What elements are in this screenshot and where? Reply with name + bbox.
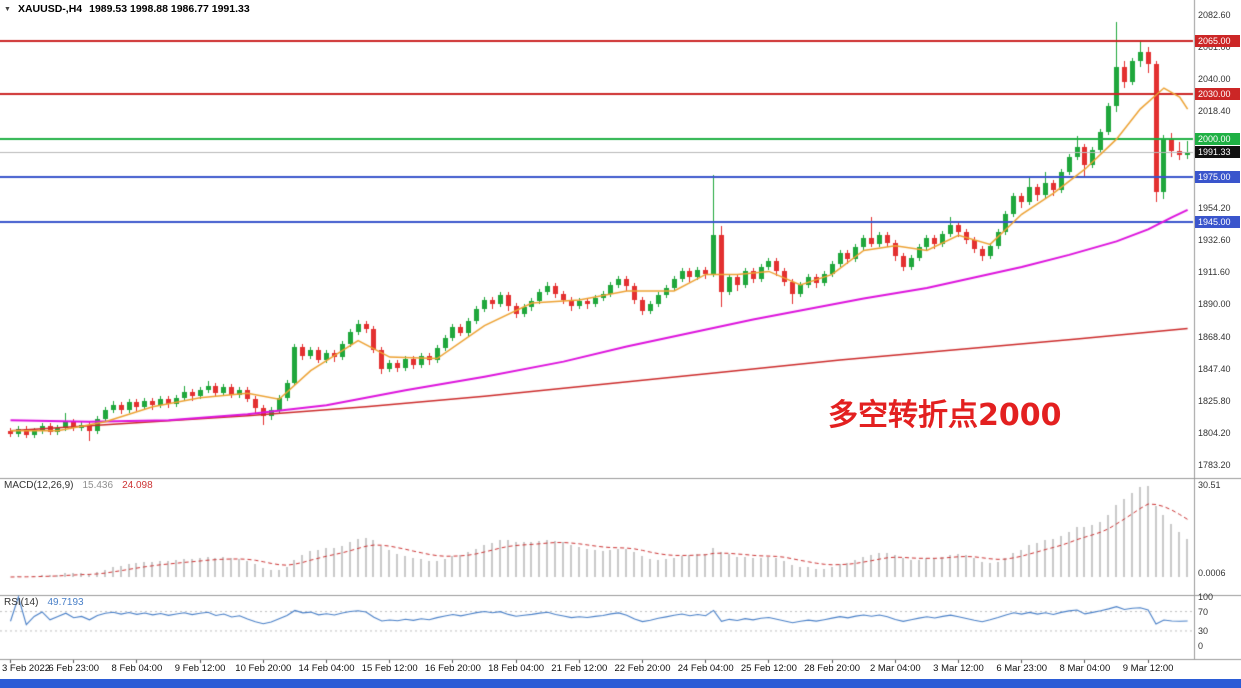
time-axis-label: 22 Feb 20:00 xyxy=(614,663,671,674)
price-axis-label: 1868.40 xyxy=(1198,332,1231,342)
price-axis-label: 1954.20 xyxy=(1198,203,1231,213)
price-line-badge: 1975.00 xyxy=(1195,171,1240,183)
chart-annotation[interactable]: 多空转折点2000 xyxy=(828,398,1062,433)
time-axis-label: 14 Feb 04:00 xyxy=(298,663,355,674)
macd-signal-value: 24.098 xyxy=(122,480,153,491)
time-axis-label: 18 Feb 04:00 xyxy=(488,663,545,674)
symbol-period-label: XAUUSD-,H4 xyxy=(17,3,83,15)
time-axis-label: 9 Mar 12:00 xyxy=(1122,663,1174,674)
macd-indicator-label: MACD(12,26,9) 15.436 24.098 xyxy=(4,480,153,491)
ohlc-values: 1989.53 1998.88 1986.77 1991.33 xyxy=(89,3,250,15)
time-axis-label: 2 Mar 04:00 xyxy=(869,663,921,674)
time-axis-label: 3 Feb 2022 xyxy=(2,663,51,674)
price-axis-label: 1847.40 xyxy=(1198,364,1231,374)
rsi-axis-label: 70 xyxy=(1198,607,1209,617)
price-line-badge: 2065.00 xyxy=(1195,35,1240,47)
time-axis-label: 24 Feb 04:00 xyxy=(677,663,734,674)
macd-axis-min: 0.0006 xyxy=(1198,568,1226,578)
time-axis-label: 8 Feb 04:00 xyxy=(111,663,163,674)
macd-axis-max: 30.51 xyxy=(1198,480,1221,490)
price-axis-label: 2082.60 xyxy=(1198,10,1231,20)
time-axis-label: 21 Feb 12:00 xyxy=(551,663,608,674)
macd-name: MACD(12,26,9) xyxy=(4,480,74,491)
time-axis-label: 8 Mar 04:00 xyxy=(1059,663,1111,674)
rsi-axis-label: 0 xyxy=(1198,641,1204,651)
time-axis-label: 9 Feb 12:00 xyxy=(174,663,226,674)
chart-header: ▼ XAUUSD-,H4 1989.53 1998.88 1986.77 199… xyxy=(4,3,250,15)
price-axis-label: 1932.60 xyxy=(1198,235,1231,245)
time-axis-label: 6 Feb 23:00 xyxy=(48,663,100,674)
rsi-value: 49.7193 xyxy=(47,597,84,608)
rsi-name: RSI(14) xyxy=(4,597,39,608)
price-axis-label: 1890.00 xyxy=(1198,299,1231,309)
price-axis-label: 2040.00 xyxy=(1198,74,1231,84)
price-axis-label: 2061.00 xyxy=(1198,42,1231,52)
price-line-badge: 2000.00 xyxy=(1195,133,1240,145)
price-axis-label: 2018.40 xyxy=(1198,106,1231,116)
price-axis-label: 1804.20 xyxy=(1198,428,1231,438)
time-axis-label: 10 Feb 20:00 xyxy=(235,663,292,674)
macd-main-value: 15.436 xyxy=(82,480,114,491)
time-axis-label: 25 Feb 12:00 xyxy=(740,663,797,674)
price-axis-label: 1911.60 xyxy=(1198,267,1230,277)
rsi-axis-label: 100 xyxy=(1198,592,1214,602)
time-axis-label: 16 Feb 20:00 xyxy=(424,663,481,674)
price-axis-label: 1825.80 xyxy=(1198,396,1231,406)
time-axis-label: 3 Mar 12:00 xyxy=(933,663,984,674)
time-axis-label: 6 Mar 23:00 xyxy=(996,663,1048,674)
rsi-indicator-label: RSI(14) 49.7193 xyxy=(4,597,84,608)
price-axis-label: 1783.20 xyxy=(1198,460,1231,470)
rsi-axis-label: 30 xyxy=(1198,626,1209,636)
taskbar-strip xyxy=(0,679,1241,688)
time-axis-label: 28 Feb 20:00 xyxy=(804,663,861,674)
time-axis-label: 15 Feb 12:00 xyxy=(361,663,418,674)
symbol-dropdown-icon[interactable]: ▼ xyxy=(4,5,11,13)
price-line-badge: 2030.00 xyxy=(1195,88,1240,100)
current-price-badge: 1991.33 xyxy=(1195,146,1240,158)
price-line-badge: 1945.00 xyxy=(1195,216,1240,228)
